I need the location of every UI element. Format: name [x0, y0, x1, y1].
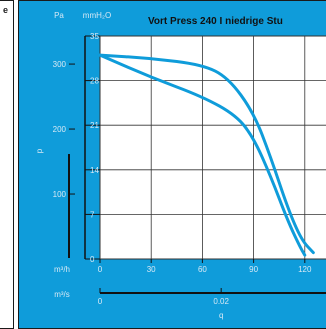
tick-label-mmh2o: 21 — [90, 121, 99, 130]
tick-label-m3h: 90 — [249, 265, 258, 274]
tick-label-mmh2o: 7 — [90, 210, 95, 219]
label-pa: Pa — [54, 11, 64, 20]
chart-title: Vort Press 240 I niedrige Stu — [148, 16, 283, 27]
label-m3s: m³/s — [54, 290, 70, 299]
label-mmh2o: mmH₂O — [83, 11, 111, 20]
series-line-1 — [98, 53, 315, 255]
tick-label-m3h: 30 — [147, 265, 156, 274]
left-panel-label: e — [3, 5, 9, 15]
tick-label-pa: 300 — [53, 60, 67, 69]
tick-label-mmh2o: 35 — [90, 32, 99, 41]
tick-label-m3s: 0.02 — [213, 297, 229, 306]
tick-label-m3s: 0 — [98, 297, 103, 306]
tick-label-m3h: 0 — [98, 265, 103, 274]
x-axis-title: q — [219, 311, 223, 320]
tick-label-mmh2o: 0 — [90, 255, 95, 264]
y-axis-title: p — [35, 148, 44, 153]
label-m3h: m³/h — [54, 265, 70, 274]
tick-label-pa: 100 — [53, 190, 67, 199]
tick-label-m3h: 120 — [298, 265, 312, 274]
chart-svg: 0714212835100200300PammH₂Op030609012015m… — [35, 11, 326, 320]
tick-label-mmh2o: 14 — [90, 166, 99, 175]
tick-label-mmh2o: 28 — [90, 77, 99, 86]
chart-panel: 0714212835100200300PammH₂Op030609012015m… — [18, 0, 326, 329]
tick-label-m3h: 60 — [198, 265, 207, 274]
series-line-2 — [98, 53, 307, 257]
left-panel: e — [0, 0, 14, 329]
tick-label-pa: 200 — [53, 125, 67, 134]
